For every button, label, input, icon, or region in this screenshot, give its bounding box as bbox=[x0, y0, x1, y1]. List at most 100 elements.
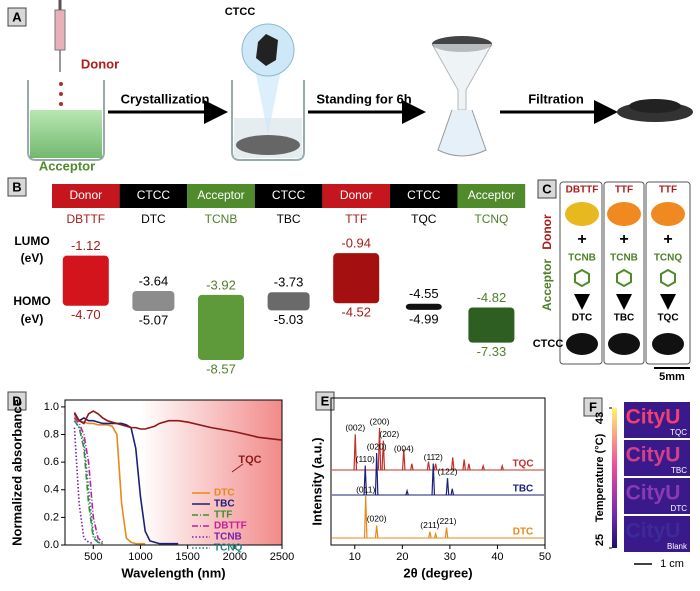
scale-label: 5mm bbox=[659, 371, 685, 383]
thermal-word: CityU bbox=[626, 520, 681, 543]
peak bbox=[401, 448, 406, 471]
role-label: CTCC bbox=[137, 188, 171, 202]
ctcc-crystal bbox=[608, 333, 640, 355]
product-name: DTC bbox=[572, 313, 593, 324]
role-label: Acceptor bbox=[197, 188, 244, 202]
y-axis-label: Normalized absorbance bbox=[9, 399, 24, 546]
peak bbox=[467, 463, 471, 471]
role-label: Donor bbox=[69, 188, 102, 202]
homo-value: -4.99 bbox=[409, 311, 439, 326]
column-frame bbox=[603, 181, 645, 365]
series-line bbox=[73, 413, 179, 545]
peak bbox=[450, 488, 455, 496]
peak bbox=[410, 463, 414, 471]
colorbar-tick-label: 25 bbox=[594, 534, 606, 546]
panel-label-box bbox=[7, 391, 27, 411]
x-tick-label: 1500 bbox=[175, 551, 199, 563]
donor-powder bbox=[607, 202, 641, 226]
plus-sign: + bbox=[577, 231, 586, 248]
peak-label: (002) bbox=[345, 423, 365, 433]
sample-label: Blank bbox=[667, 542, 688, 551]
acceptor-molecule bbox=[616, 268, 632, 288]
y-tick-label: 0.6 bbox=[44, 456, 59, 468]
x-tick-label: 10 bbox=[349, 551, 361, 563]
role-cell bbox=[457, 184, 526, 208]
product-name: TQC bbox=[657, 313, 678, 324]
donor-name: DBTTF bbox=[566, 185, 599, 196]
column-frame bbox=[559, 181, 603, 365]
peak-label: (200) bbox=[370, 416, 390, 426]
row-label: CTCC bbox=[533, 338, 564, 350]
x-tick-label: 40 bbox=[491, 551, 503, 563]
panel-label-box bbox=[7, 7, 27, 27]
ctcc-crystal bbox=[566, 333, 598, 355]
x-tick-label: 20 bbox=[396, 551, 408, 563]
peak bbox=[481, 463, 485, 471]
peak bbox=[433, 463, 438, 471]
homo-axis: HOMO bbox=[13, 294, 50, 308]
lumo-value: -0.94 bbox=[341, 236, 371, 251]
panel-label-box bbox=[7, 177, 27, 197]
lumo-axis: LUMO bbox=[14, 234, 49, 248]
x-tick-label: 2500 bbox=[270, 551, 294, 563]
donor-name: TTF bbox=[659, 185, 677, 196]
acceptor-molecule bbox=[660, 268, 676, 288]
peak bbox=[445, 478, 450, 496]
scale-label: 1 cm bbox=[660, 558, 684, 570]
homo-value: -4.70 bbox=[71, 307, 101, 322]
plot-frame bbox=[64, 399, 283, 546]
peak-label: (11̄2) bbox=[424, 452, 443, 462]
compound-label: TBC bbox=[277, 212, 301, 226]
y-tick-label: 1.0 bbox=[44, 401, 59, 413]
compound-label: TTF bbox=[345, 212, 367, 226]
peak bbox=[381, 440, 386, 471]
compound-label: TQC bbox=[411, 212, 437, 226]
unit: (eV) bbox=[21, 251, 44, 265]
energy-bar bbox=[267, 292, 310, 311]
series-line bbox=[73, 420, 103, 545]
panel-label: E bbox=[321, 393, 330, 408]
acceptor-label: Acceptor bbox=[39, 158, 95, 173]
series-label: DTC bbox=[513, 527, 534, 538]
role-cell bbox=[390, 184, 458, 208]
role-label: CTCC bbox=[272, 188, 306, 202]
peak bbox=[428, 531, 432, 539]
x-axis-label: Wavelength (nm) bbox=[121, 565, 225, 580]
product-name: TBC bbox=[614, 313, 635, 324]
peak bbox=[431, 463, 436, 496]
peak bbox=[374, 525, 379, 539]
ctcc-crystal bbox=[652, 333, 684, 355]
peak-label: (004) bbox=[394, 443, 414, 453]
legend-label: TTF bbox=[214, 510, 232, 521]
panel-label: A bbox=[12, 9, 22, 24]
compound-label: TCNB bbox=[205, 212, 238, 226]
series-label: TQC bbox=[512, 459, 533, 470]
x-tick-label: 30 bbox=[444, 551, 456, 563]
row-label: Donor bbox=[540, 214, 554, 250]
lumo-value: -4.55 bbox=[409, 286, 439, 301]
thermal-word: CityU bbox=[626, 406, 681, 429]
panel-label: D bbox=[12, 393, 21, 408]
donor-powder bbox=[651, 202, 685, 226]
colorbar-tick-label: 43 bbox=[594, 412, 606, 424]
role-label: Donor bbox=[340, 188, 373, 202]
role-cell bbox=[187, 184, 255, 208]
peak bbox=[363, 465, 368, 496]
y-tick-label: 0.8 bbox=[44, 428, 59, 440]
sample-label: DTC bbox=[671, 504, 688, 513]
peak bbox=[433, 531, 438, 539]
role-label: Acceptor bbox=[468, 188, 515, 202]
panel-label: F bbox=[589, 399, 597, 414]
thermal-image bbox=[624, 478, 690, 514]
plus-sign: + bbox=[663, 231, 672, 248]
lumo-value: -1.12 bbox=[71, 238, 101, 253]
acceptor-name: TCNQ bbox=[654, 253, 683, 264]
series-line bbox=[73, 415, 146, 545]
peak bbox=[500, 463, 504, 471]
step-label: Crystallization bbox=[121, 91, 210, 106]
x-tick-label: 1000 bbox=[128, 551, 152, 563]
role-cell bbox=[52, 184, 120, 208]
x-tick-label: 2000 bbox=[223, 551, 247, 563]
series-line bbox=[73, 417, 104, 543]
legend-label: TCNB bbox=[214, 532, 242, 543]
